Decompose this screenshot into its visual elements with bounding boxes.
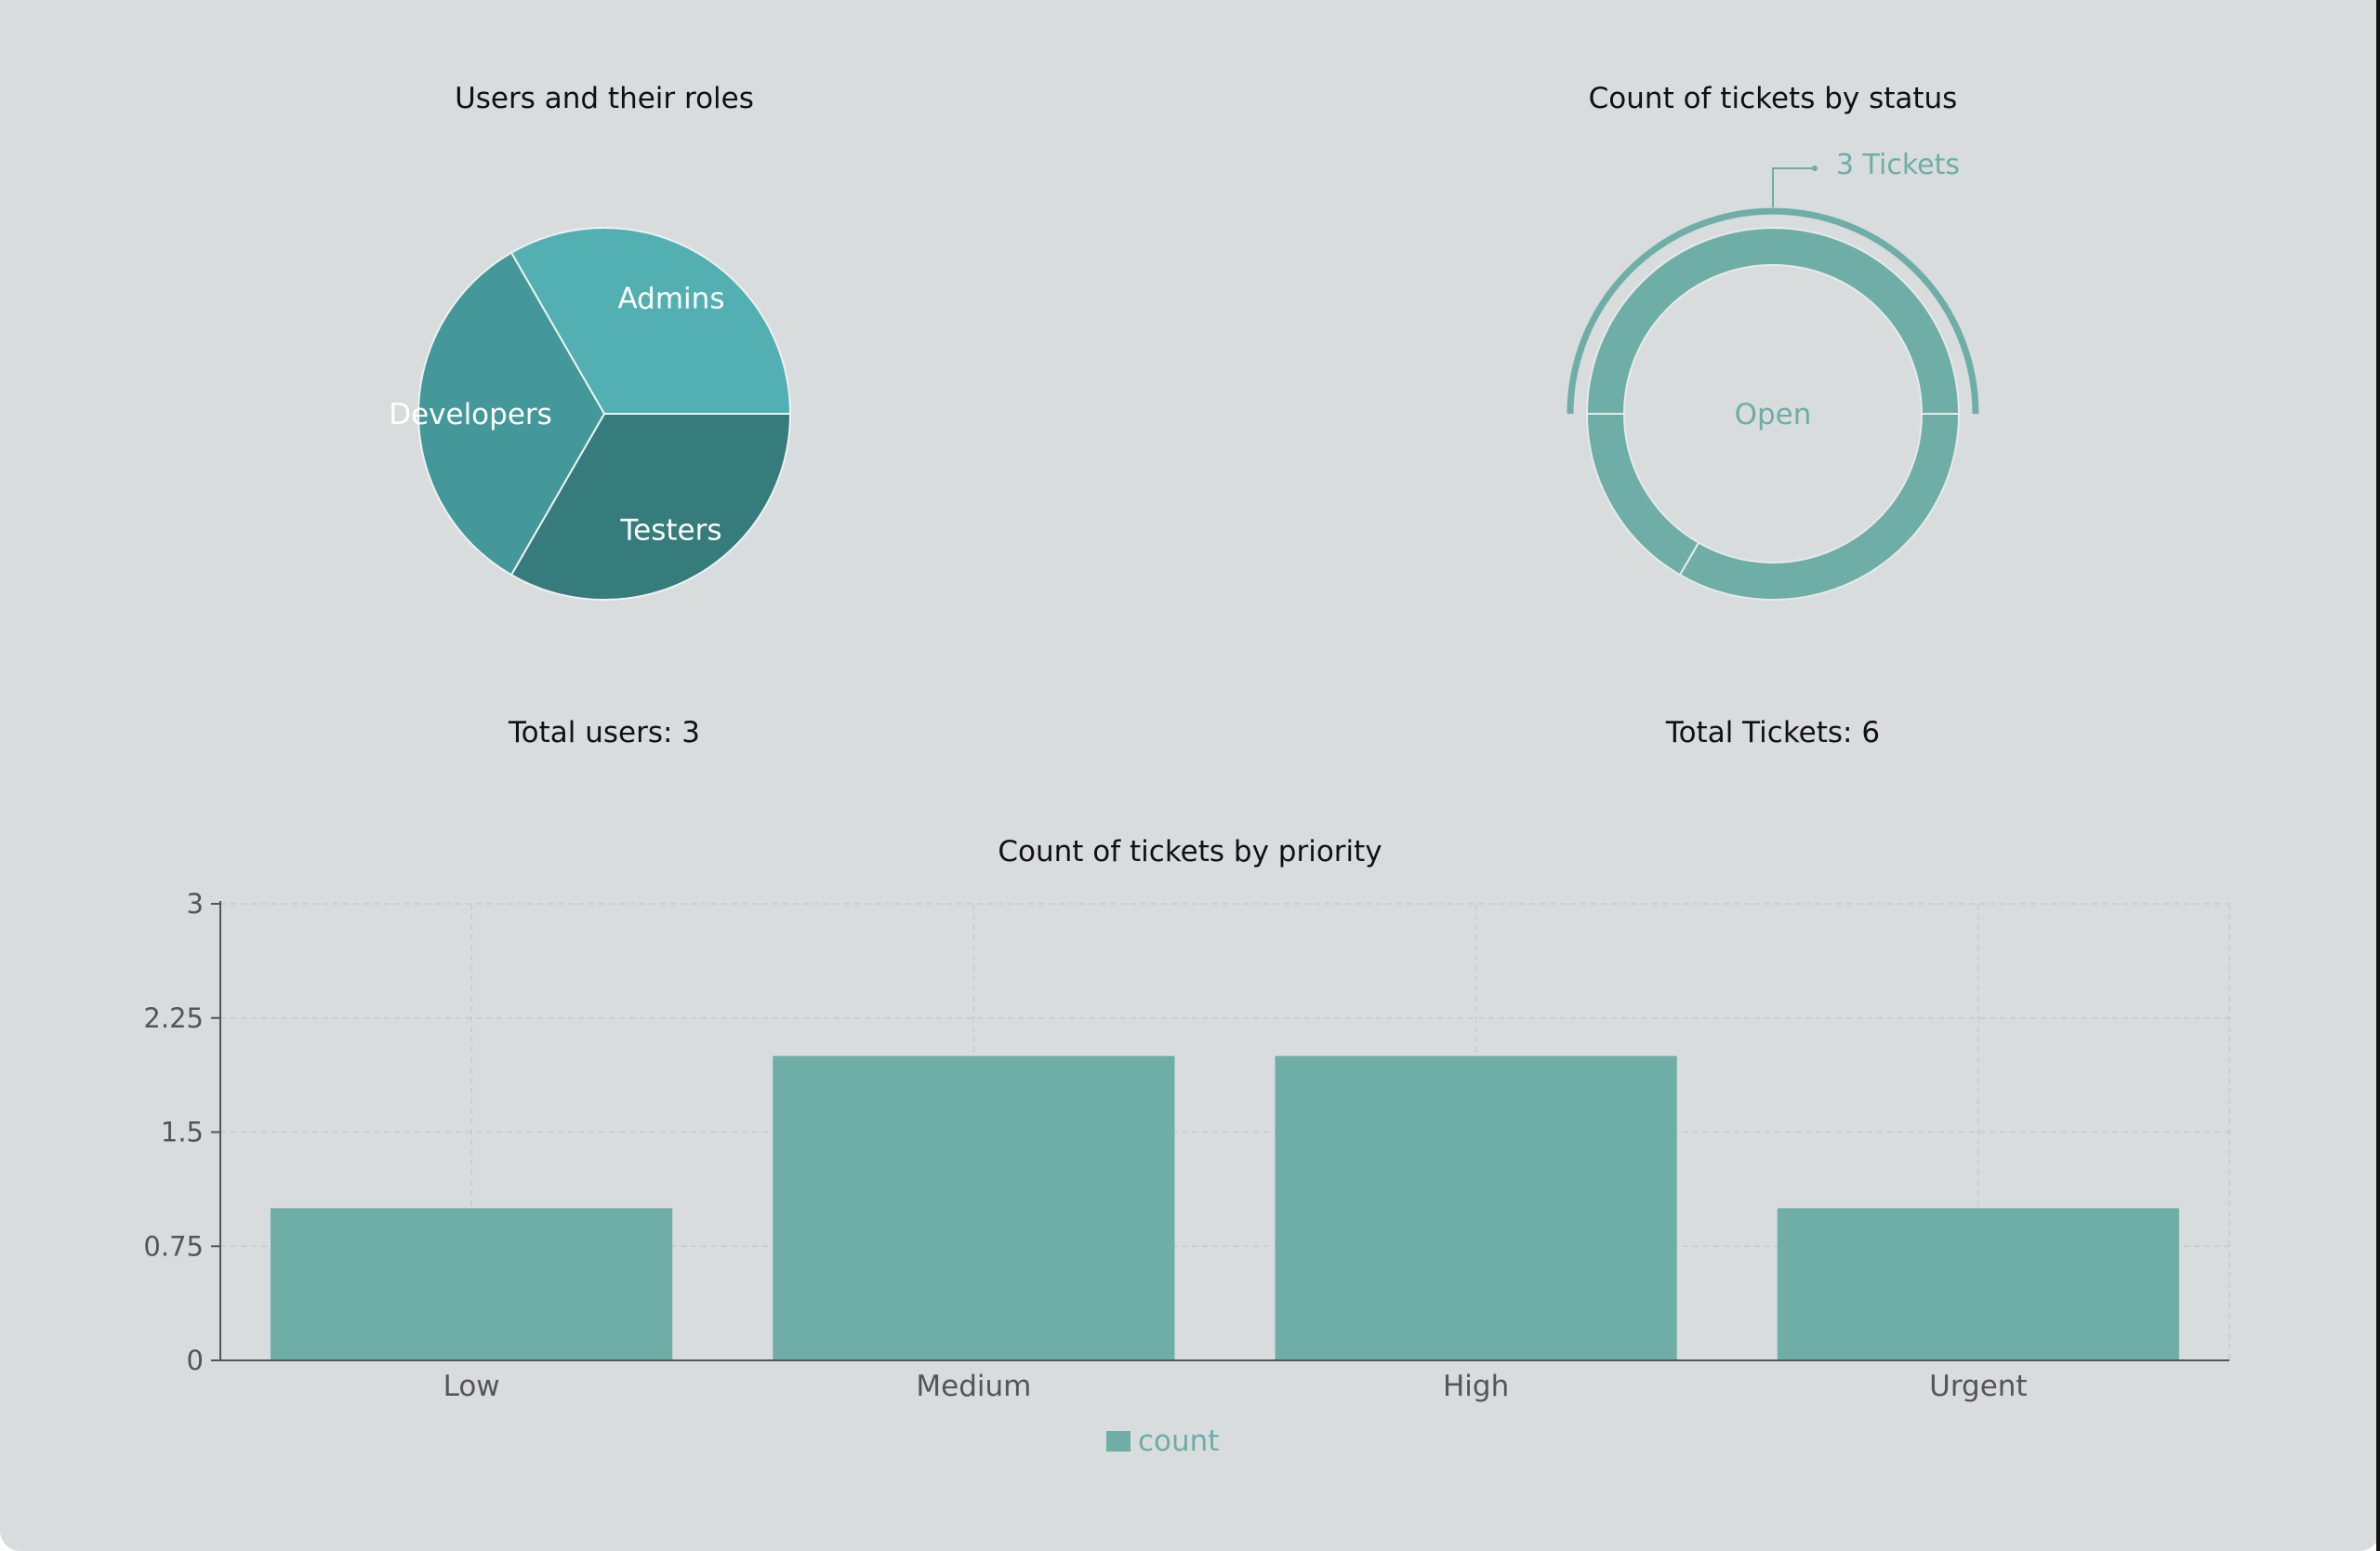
window-edge [2376,0,2380,1551]
y-tick-label: 0 [187,1345,204,1376]
donut-center-label: Open [1735,398,1812,431]
y-tick-label: 1.5 [161,1117,204,1148]
total-users-label: Total users: 3 [508,716,701,749]
tickets-status-donut-chart: 3 Tickets Open [1567,149,1979,601]
tickets-status-chart-title: Count of tickets by status [1588,82,1958,115]
priority-chart-title: Count of tickets by priority [998,835,1382,868]
pie-slice-developers[interactable] [417,251,606,577]
y-tick-label: 2.25 [143,1002,204,1034]
pie-label-testers: Testers [619,514,721,548]
pie-slice-testers[interactable] [509,413,792,601]
legend-label-count[interactable]: count [1138,1425,1219,1458]
x-tick-label-urgent: Urgent [1929,1370,2027,1403]
tickets-priority-bar-chart: 0 0.75 1.5 2.25 3 Low Medium High Urgent count [143,888,2230,1458]
pie-slice-admins[interactable] [509,227,792,415]
legend-swatch-count[interactable] [1106,1431,1130,1452]
pie-label-developers: Developers [389,398,552,431]
users-roles-pie-chart: Admins Testers Developers [389,227,792,601]
donut-segment-2[interactable] [1678,413,1961,601]
pie-label-admins: Admins [618,282,725,315]
bar-medium[interactable] [773,1055,1175,1360]
users-chart-title: Users and their roles [455,82,754,115]
x-tick-label-medium: Medium [916,1370,1031,1403]
total-tickets-label: Total Tickets: 6 [1665,716,1881,749]
y-tick-label: 0.75 [143,1230,204,1262]
callout-dot [1812,166,1818,171]
x-tick-label-low: Low [443,1370,500,1403]
x-tick-label-high: High [1443,1370,1509,1403]
bar-urgent[interactable] [1777,1208,2179,1360]
callout-leader-line [1772,167,1815,207]
donut-segment-3[interactable] [1585,413,1700,577]
donut-segment-1[interactable] [1585,227,1961,415]
bar-high[interactable] [1275,1055,1677,1360]
bar-low[interactable] [271,1208,673,1360]
y-tick-label: 3 [187,888,204,920]
donut-active-arc [1567,207,1979,415]
callout-label: 3 Tickets [1836,149,1960,181]
